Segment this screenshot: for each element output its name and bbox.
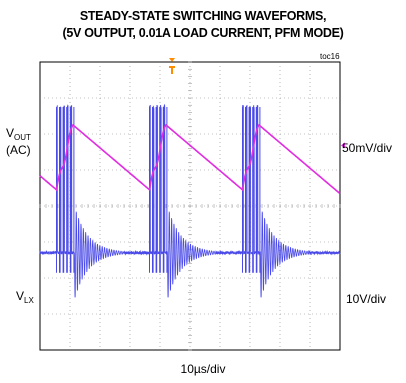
vout-offset-marker [341,142,345,149]
vout-trace-line [39,123,341,195]
channel-offset-marker [341,142,345,149]
series-vout-trace [39,123,341,195]
trigger-stem [171,66,173,74]
figure-code: toc16 [320,52,340,61]
vlx-trace-line [39,103,341,298]
trigger-arrow [169,58,175,62]
series-vlx-trace [39,103,341,298]
vlx-scale: 10V/div [346,292,387,306]
timebase-label: 10µs/div [180,362,226,376]
vout-scale: 50mV/div [342,141,393,155]
chart-title-line-2: (5V OUTPUT, 0.01A LOAD CURRENT, PFM MODE… [62,26,344,40]
vout-label: VOUT (AC) [6,126,31,157]
vlx-label: VLX [16,289,34,306]
trigger-marker [169,58,175,74]
chart-title-line-1: STEADY-STATE SWITCHING WAVEFORMS, [79,9,327,23]
